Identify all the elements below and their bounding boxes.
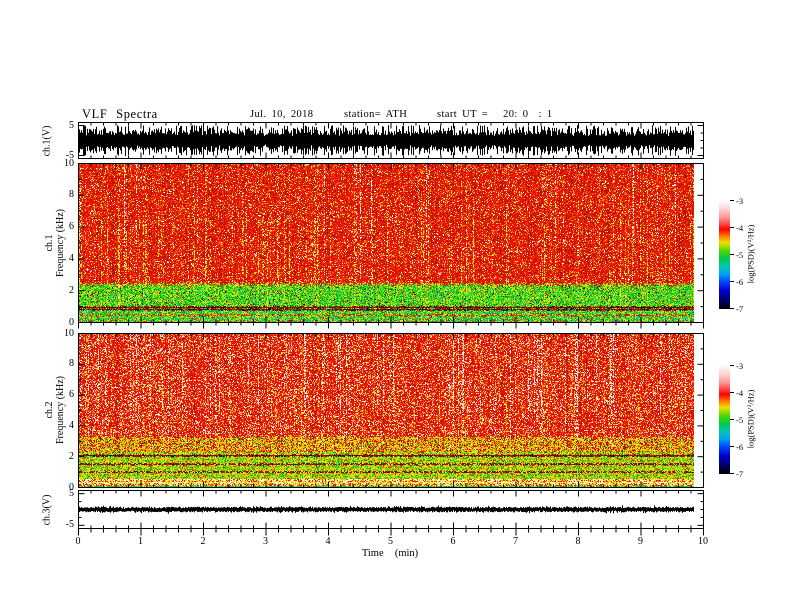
y-tick-label: 5	[69, 119, 74, 131]
y-tick-label: 6	[69, 389, 74, 401]
x-tick-label: 8	[575, 536, 581, 547]
y-tick-label: 8	[69, 189, 74, 201]
colorbar-tick-label: -3	[736, 195, 744, 206]
y-tick-label: -5	[65, 149, 74, 161]
colorbar-tick-label: -7	[736, 468, 744, 479]
colorbar-label-ch2: log(PSD)(V²/Hz)	[745, 389, 756, 449]
colorbar-tick-label: -6	[736, 276, 744, 287]
colorbar-ch1	[719, 200, 730, 309]
colorbar-tick-label: -4	[736, 222, 744, 233]
x-tick-label: 3	[263, 536, 268, 547]
ylabel-ch2-line1: ch.2	[44, 401, 55, 419]
y-tick-label: 2	[69, 450, 74, 462]
y-tick-label: -5	[65, 519, 74, 531]
y-tick-label: 0	[69, 316, 74, 328]
colorbar-tick-label: -7	[736, 303, 744, 314]
xaxis-title: Time (min)	[361, 548, 419, 559]
colorbar-tick-label: -6	[736, 441, 744, 452]
x-tick-label: 10	[698, 536, 708, 547]
colorbar-tick-label: -4	[736, 387, 744, 398]
y-tick-label: 6	[69, 221, 74, 233]
y-tick-label: 0	[69, 481, 74, 493]
colorbar-tick-label: -3	[736, 360, 744, 371]
y-tick-label: 2	[69, 284, 74, 296]
y-tick-label: 5	[69, 487, 74, 499]
x-tick-label: 7	[513, 536, 518, 547]
x-tick-label: 9	[638, 536, 643, 547]
x-tick-label: 5	[388, 536, 393, 547]
y-tick-label: 10	[64, 327, 74, 339]
colorbar-tick-label: -5	[736, 414, 744, 425]
x-tick-label: 6	[450, 536, 456, 547]
ylabel-ch2-frequency: ch.2 Frequency (kHz)	[44, 376, 66, 444]
colorbar-tick-label: -5	[736, 249, 744, 260]
colorbar-ch2	[719, 365, 730, 474]
y-tick-label: 4	[69, 252, 74, 264]
ylabel-ch1-line2: Frequency (kHz)	[55, 208, 66, 278]
ylabel-ch2-line2: Frequency (kHz)	[55, 375, 66, 445]
y-tick-label: 10	[64, 157, 74, 169]
x-tick-label: 2	[200, 536, 206, 547]
ylabel-ch1-frequency: ch.1 Frequency (kHz)	[44, 209, 66, 277]
x-tick-label: 0	[75, 536, 81, 547]
y-tick-label: 4	[69, 419, 74, 431]
y-tick-label: 8	[69, 358, 74, 370]
ylabel-ch1-line1: ch.1	[44, 234, 55, 252]
x-tick-label: 1	[138, 536, 143, 547]
x-tick-label: 4	[325, 536, 331, 547]
colorbar-label-ch1: log(PSD)(V²/Hz)	[745, 224, 756, 284]
